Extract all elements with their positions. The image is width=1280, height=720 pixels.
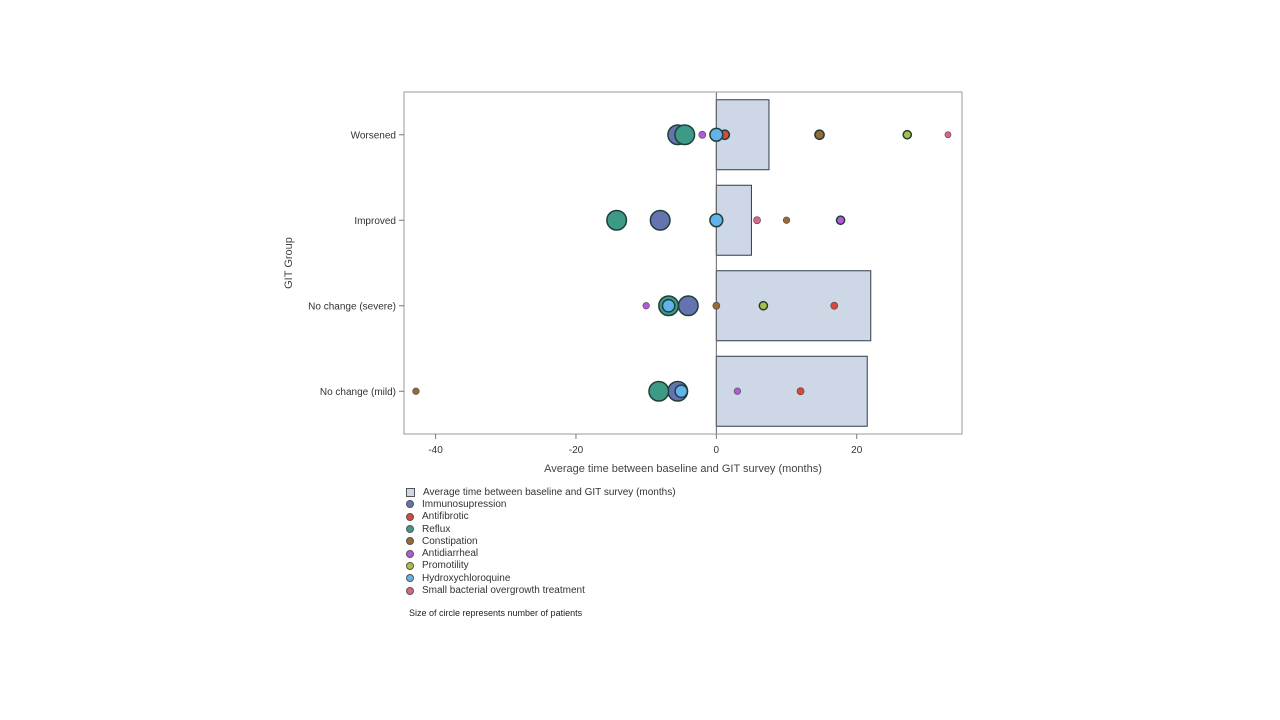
legend-swatch: [406, 500, 414, 509]
legend-label: Reflux: [422, 523, 451, 535]
point-hydroxychloroquine: [674, 384, 689, 399]
point-constipation: [712, 301, 721, 310]
point-immunosupression: [649, 209, 671, 231]
legend-swatch: [406, 487, 415, 497]
legend-swatch: [406, 549, 414, 558]
footnote: Size of circle represents number of pati…: [409, 608, 583, 618]
legend-label: Average time between baseline and GIT su…: [423, 486, 676, 498]
bar-no-change-mild: [715, 355, 868, 427]
x-tick-label: -40: [428, 445, 443, 456]
point-small-bacterial-overgrowth-treatment: [753, 216, 761, 225]
point-hydroxychloroquine: [661, 298, 676, 313]
legend-label: Hydroxychloroquine: [422, 572, 511, 584]
point-antidiarrheal: [698, 130, 707, 139]
point-reflux: [606, 209, 628, 231]
legend-label: Promotility: [422, 560, 469, 572]
legend-swatch: [406, 574, 414, 583]
point-promotility: [902, 129, 913, 140]
legend-item: Immunosupression: [406, 498, 676, 510]
point-constipation: [782, 216, 791, 224]
legend-label: Constipation: [422, 535, 478, 547]
point-reflux: [648, 380, 670, 402]
legend-swatch: [406, 512, 414, 521]
bar-no-change-severe: [715, 270, 872, 342]
point-reflux: [674, 124, 696, 146]
legend-item: Small bacterial overgrowth treatment: [406, 584, 676, 596]
y-tick-label: Worsened: [351, 130, 396, 141]
point-antifibrotic: [830, 301, 839, 310]
legend-label: Antifibrotic: [422, 511, 469, 523]
y-tick-label: Improved: [354, 216, 396, 227]
point-antidiarrheal: [733, 387, 741, 395]
legend-item: Promotility: [406, 560, 676, 572]
y-axis-ticks: Worsened Improved No change (severe) No cha…: [308, 130, 404, 398]
legend-item: Reflux: [406, 523, 676, 535]
legend-swatch: [406, 561, 414, 570]
legend-swatch: [406, 537, 414, 546]
legend-label: Immunosupression: [422, 498, 507, 510]
legend-item: Average time between baseline and GIT su…: [406, 486, 676, 498]
x-tick-label: -20: [569, 445, 584, 456]
point-antifibrotic: [796, 387, 805, 396]
y-axis-title: GIT Group: [283, 237, 295, 289]
legend-item: Hydroxychloroquine: [406, 572, 676, 584]
legend-swatch: [406, 586, 414, 595]
plot-frame: [403, 91, 963, 435]
legend-item: Antidiarrheal: [406, 547, 676, 559]
point-antidiarrheal: [835, 215, 846, 226]
legend-item: Constipation: [406, 535, 676, 547]
point-immunosupression: [677, 295, 699, 317]
point-constipation: [814, 129, 825, 141]
point-constipation: [412, 387, 420, 395]
point-hydroxychloroquine: [709, 213, 724, 228]
point-layer: [412, 124, 952, 402]
point-promotility: [758, 300, 769, 311]
point-hydroxychloroquine: [709, 127, 724, 142]
y-tick-label: No change (mild): [320, 387, 396, 398]
legend-item: Antifibrotic: [406, 511, 676, 523]
x-tick-label: 0: [714, 445, 720, 456]
x-tick-label: 20: [851, 445, 863, 456]
legend-label: Antidiarrheal: [422, 548, 479, 560]
y-tick-label: No change (severe): [308, 301, 396, 312]
chart-legend: Average time between baseline and GIT su…: [406, 486, 676, 597]
point-antidiarrheal: [642, 302, 650, 310]
x-axis-ticks: -40 -20 0 20: [428, 434, 863, 456]
legend-label: Small bacterial overgrowth treatment: [422, 585, 585, 597]
x-axis-title: Average time between baseline and GIT su…: [544, 463, 822, 475]
point-small-bacterial-overgrowth-treatment: [944, 131, 952, 139]
bar-layer: [715, 99, 872, 427]
legend-swatch: [406, 525, 414, 534]
